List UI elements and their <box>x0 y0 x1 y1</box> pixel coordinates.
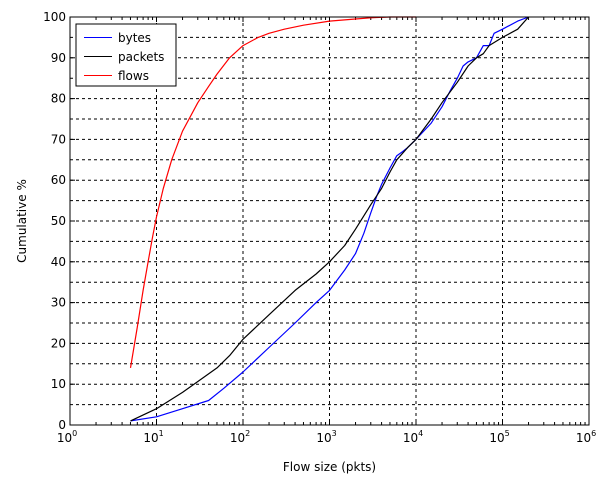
series-line-packets <box>130 16 529 422</box>
y-tick-label: 30 <box>51 296 66 310</box>
series-line-flows <box>129 16 416 368</box>
legend-label-flows: flows <box>118 69 149 83</box>
legend-label-bytes: bytes <box>118 31 151 45</box>
plot-frame <box>69 16 590 426</box>
y-tick-label: 80 <box>51 92 66 106</box>
y-tick-label: 90 <box>51 51 66 65</box>
legend-label-packets: packets <box>118 50 164 64</box>
y-tick-label: 70 <box>51 132 66 146</box>
x-tick-label: 105 <box>489 429 509 445</box>
series-line-bytes <box>130 16 529 422</box>
y-tick-label: 40 <box>51 255 66 269</box>
y-tick-label: 0 <box>58 418 66 432</box>
y-tick-label: 60 <box>51 173 66 187</box>
x-tick-label: 104 <box>403 429 423 445</box>
grid <box>70 17 589 425</box>
x-tick-label: 103 <box>316 429 336 445</box>
y-axis-label: Cumulative % <box>15 179 29 263</box>
y-tick-label: 100 <box>43 10 66 24</box>
x-axis-label: Flow size (pkts) <box>283 460 376 474</box>
y-tick-label: 10 <box>51 377 66 391</box>
y-tick-label: 50 <box>51 214 66 228</box>
series-layer <box>129 16 529 422</box>
x-tick-label: 106 <box>576 429 596 445</box>
y-tick-labels: 0 10 20 30 40 50 60 70 80 90 100 <box>43 10 66 432</box>
x-tick-labels: 100 101 102 103 104 105 106 <box>57 429 596 445</box>
y-tick-label: 20 <box>51 336 66 350</box>
legend: bytes packets flows <box>75 23 177 87</box>
x-tick-label: 102 <box>230 429 250 445</box>
x-tick-label: 100 <box>57 429 77 445</box>
x-tick-label: 101 <box>143 429 163 445</box>
